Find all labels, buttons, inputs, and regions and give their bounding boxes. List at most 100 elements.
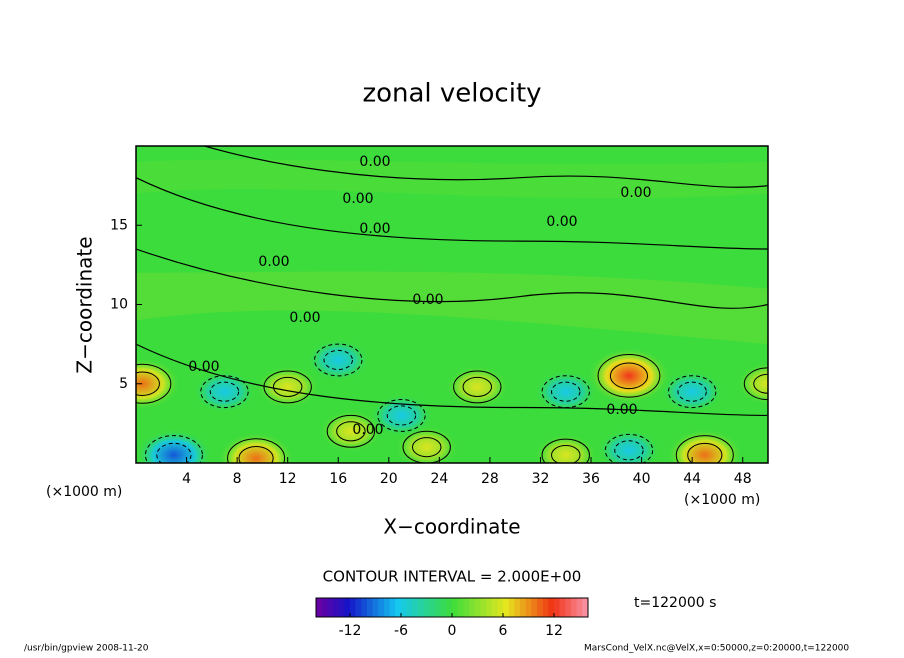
colorbar-cell: [435, 598, 441, 617]
colorbar-cell: [361, 598, 368, 617]
x-tick-label: 12: [279, 471, 297, 487]
field-band: [136, 271, 768, 345]
colorbar-cell: [350, 598, 356, 617]
colorbar-cell: [440, 598, 447, 617]
contour-line: [687, 442, 723, 463]
colorbar-tick-label: 12: [545, 623, 563, 639]
x-tick-label: 28: [481, 471, 499, 487]
field-extremum: [256, 365, 320, 409]
y-tick-label: 5: [119, 376, 128, 392]
y-tick-label: 15: [110, 217, 128, 233]
field-extremum: [587, 347, 671, 405]
contour-line: [462, 376, 492, 397]
colorbar-tick-label: 6: [499, 623, 508, 639]
contour-label: 0.00: [188, 359, 219, 375]
colorbar-cell: [389, 598, 396, 617]
colorbar-cell: [423, 598, 430, 617]
contour-line: [402, 430, 451, 463]
colorbar-cell: [576, 598, 583, 617]
y-axis-label: Z−coordinate: [73, 236, 97, 373]
contour-label: 0.00: [359, 154, 390, 170]
contour-line: [753, 373, 768, 394]
colorbar-cell: [463, 598, 470, 617]
colorbar-tick-label: -6: [394, 623, 408, 639]
colorbar-tick-label: 0: [448, 623, 457, 639]
contour-line: [209, 381, 240, 402]
field-extremum: [736, 362, 768, 405]
colorbar-cell: [565, 598, 572, 617]
field-extremum: [445, 365, 509, 409]
x-axis-label: X−coordinate: [383, 515, 520, 539]
contour-line: [677, 381, 707, 402]
colorbar-cell: [480, 598, 487, 617]
contour-line: [604, 433, 654, 463]
contour-line: [614, 440, 644, 461]
colorbar-cell: [384, 598, 390, 617]
x-tick-label: 36: [582, 471, 600, 487]
field-extremum: [306, 338, 370, 382]
x-tick-label: 20: [380, 471, 398, 487]
contour-line: [263, 370, 312, 404]
colorbar-cell: [367, 598, 373, 617]
field-extremum: [534, 370, 598, 413]
colorbar-cell: [338, 598, 345, 617]
x-tick-label: 44: [683, 471, 701, 487]
colorbar-cell: [418, 598, 424, 617]
colorbar-cell: [514, 598, 521, 617]
contour-line: [238, 446, 274, 463]
contour-line: [386, 405, 417, 426]
colorbar-cell: [316, 598, 322, 617]
contour-line: [336, 421, 366, 442]
colorbar-cell: [548, 598, 555, 617]
colorbar-cell: [412, 598, 419, 617]
y-tick-label: 10: [110, 297, 128, 313]
field-extremum: [136, 429, 212, 463]
contour-label: 0.00: [258, 254, 289, 270]
contour-line: [136, 363, 172, 404]
colorbar-cell: [559, 598, 566, 617]
colorbar-cell: [344, 598, 351, 617]
x-tick-label: 4: [182, 471, 191, 487]
colorbar-cell: [457, 598, 464, 617]
colorbar-cell: [537, 598, 543, 617]
x-tick-label: 48: [734, 471, 752, 487]
x-unit-right: (×1000 m): [684, 492, 760, 508]
colorbar-cell: [372, 598, 379, 617]
colorbar-cell: [401, 598, 407, 617]
colorbar-cell: [520, 598, 526, 617]
contour-label: 0.00: [359, 221, 390, 237]
field-extremum: [597, 429, 661, 463]
contour-line: [202, 146, 768, 188]
x-tick-label: 40: [633, 471, 651, 487]
x-tick-label: 16: [329, 471, 347, 487]
field-extremum: [534, 433, 598, 463]
time-label: t=122000 s: [634, 595, 716, 611]
field-extremum: [660, 370, 724, 413]
colorbar-cell: [406, 598, 413, 617]
colorbar-cell: [378, 598, 385, 617]
colorbar-cell: [474, 598, 481, 617]
footer-right: MarsCond_VelX.nc@VelX,x=0:50000,z=0:2000…: [584, 644, 849, 654]
contour-line: [541, 438, 590, 463]
colorbar-cell: [452, 598, 458, 617]
contour-label: 0.00: [342, 191, 373, 207]
contour-line: [323, 349, 353, 371]
contour-line: [551, 445, 581, 463]
colorbar-cell: [491, 598, 498, 617]
x-unit-left: (×1000 m): [46, 484, 122, 500]
contour-line: [314, 343, 363, 377]
colorbar-cell: [469, 598, 475, 617]
colorbar-cell: [554, 598, 560, 617]
colorbar-cell: [333, 598, 339, 617]
contour-line: [377, 399, 426, 432]
colorbar-cell: [571, 598, 577, 617]
colorbar-cell: [503, 598, 509, 617]
contour-line: [144, 435, 203, 463]
x-tick-label: 24: [430, 471, 448, 487]
colorbar-cell: [508, 598, 515, 617]
contour-line: [597, 354, 661, 398]
colorbar-cell: [429, 598, 436, 617]
colorbar-cell: [446, 598, 453, 617]
colorbar-tick-label: -12: [339, 623, 362, 639]
